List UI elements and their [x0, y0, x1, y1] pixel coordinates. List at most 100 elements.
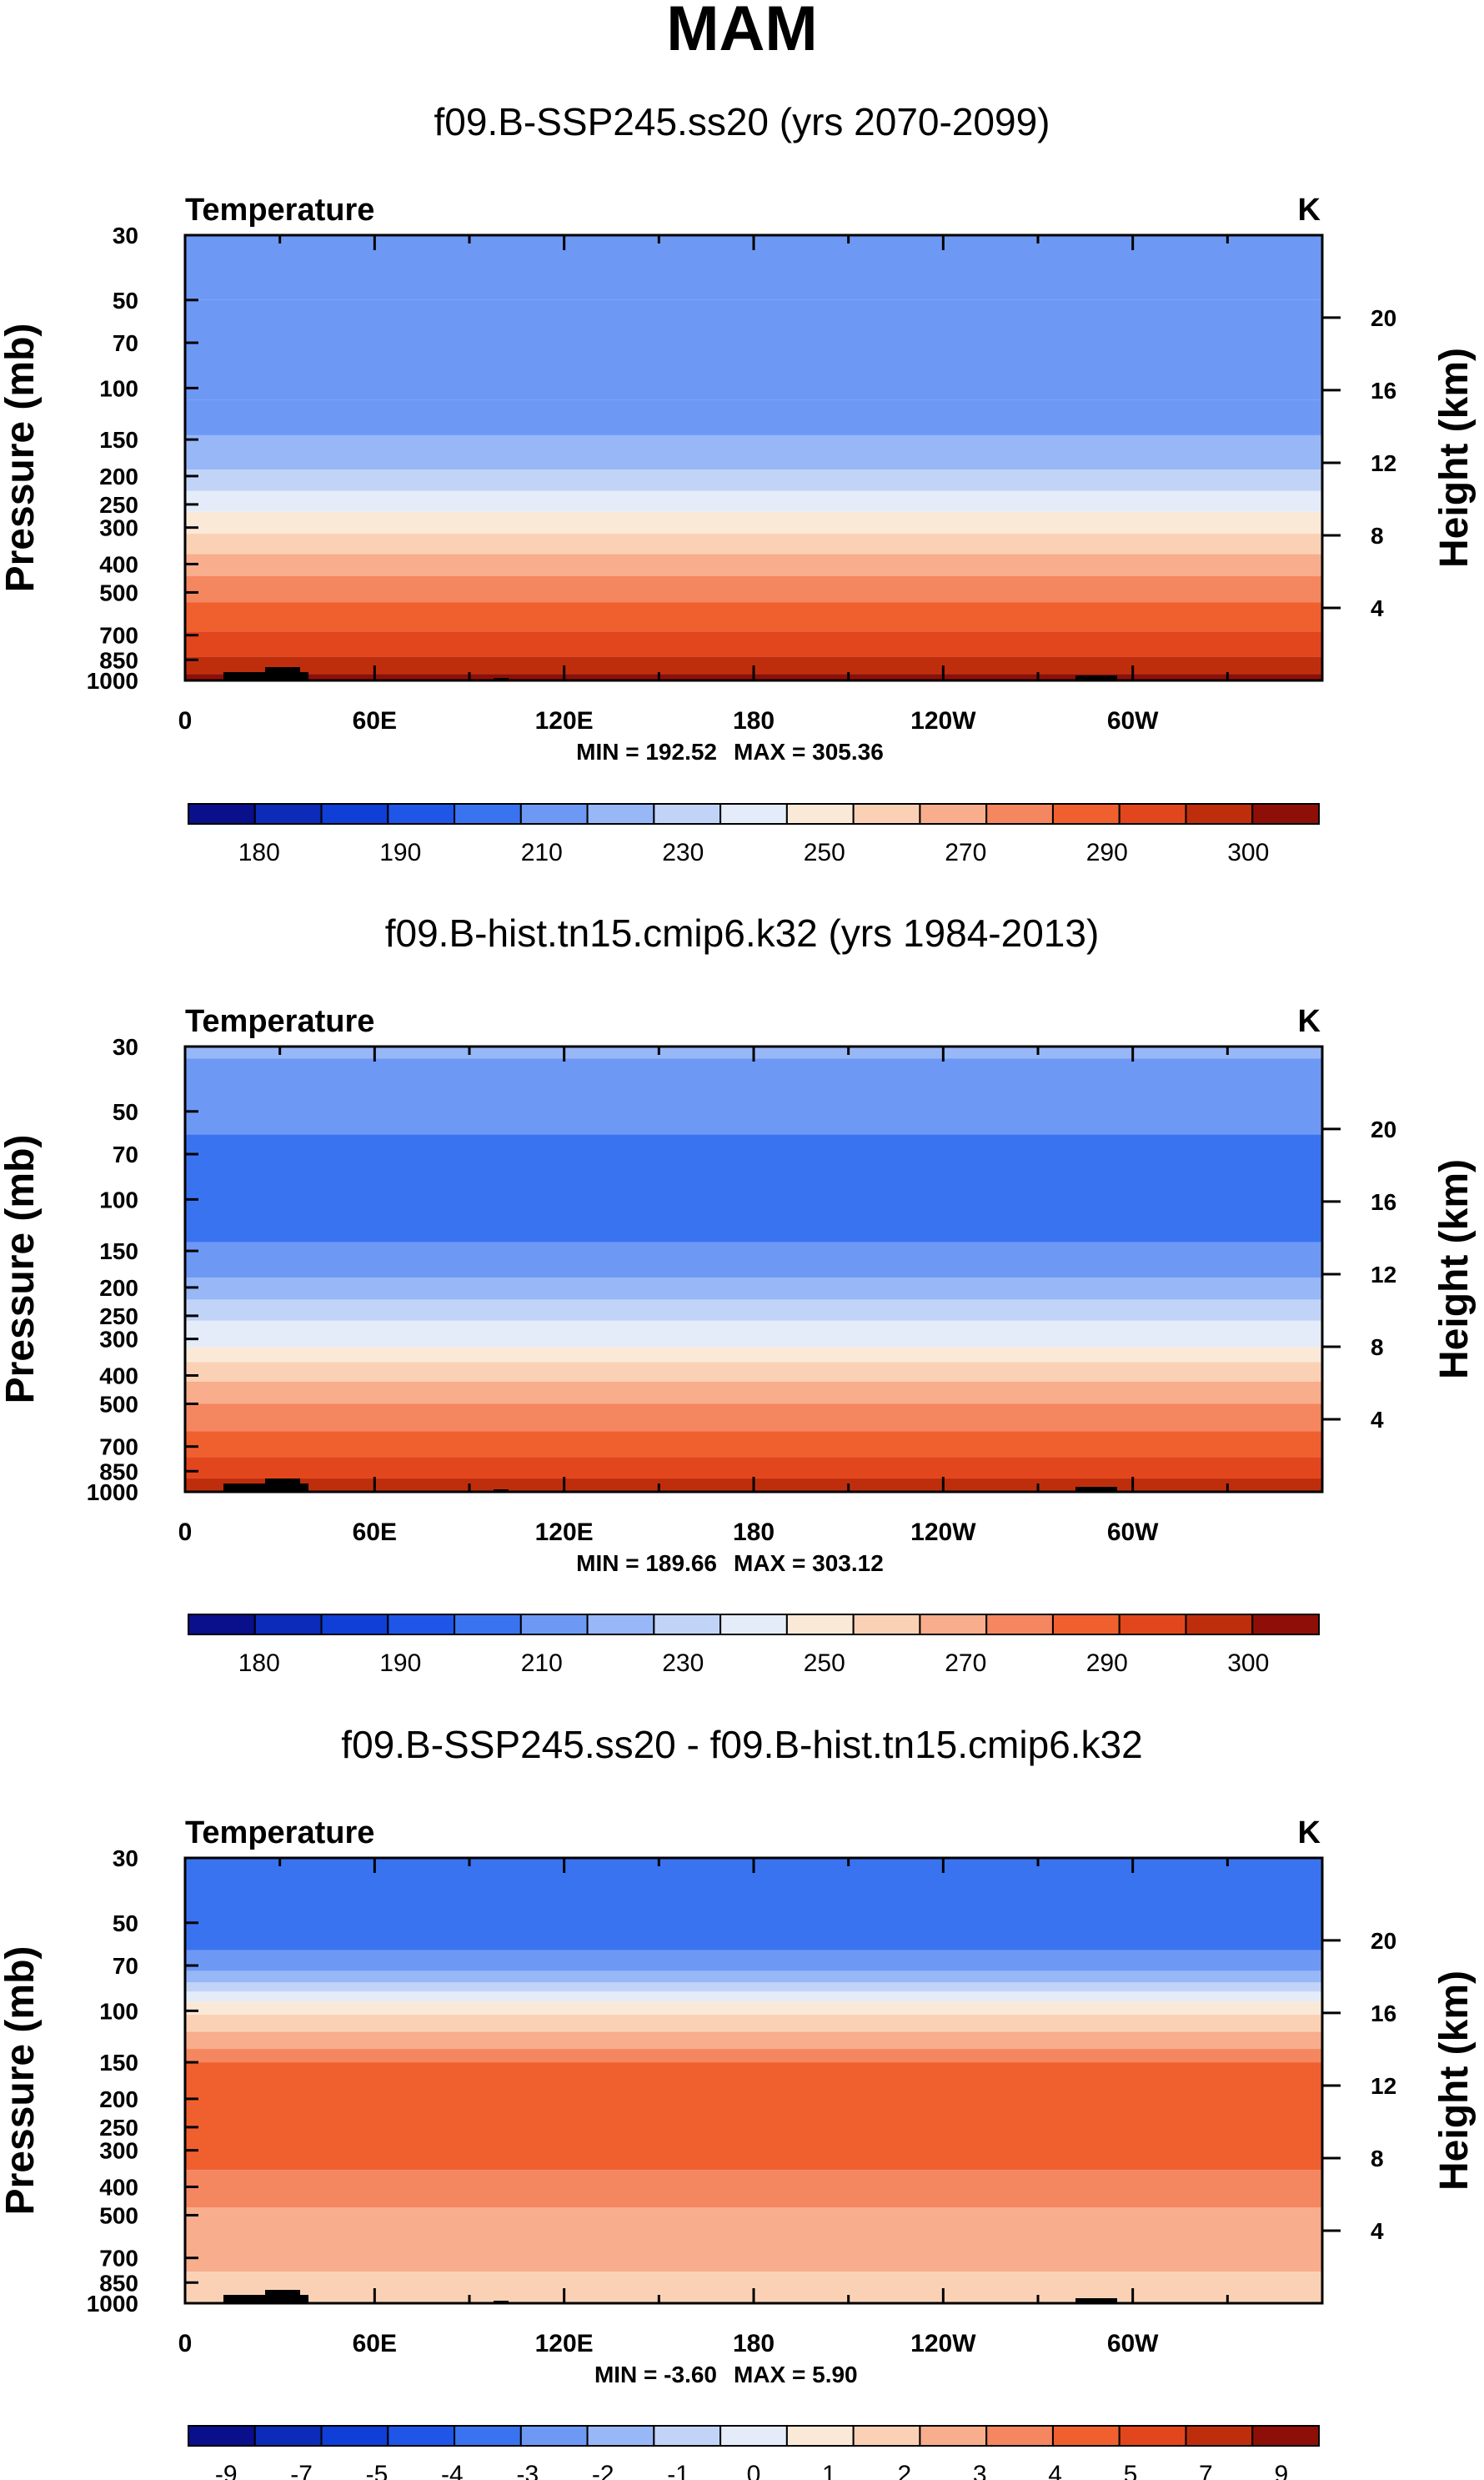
colorbar-box: [1051, 2425, 1121, 2447]
colorbar-box: [454, 1614, 522, 1635]
pressure-band: [185, 1403, 1322, 1432]
x-tick-label: 0: [178, 2330, 193, 2357]
colorbar-box: [1118, 2425, 1187, 2447]
x-tick-label: 120E: [535, 1519, 594, 1546]
colorbar-label: 250: [804, 839, 845, 866]
pressure-band: [185, 1858, 1322, 1950]
pressure-band: [185, 575, 1322, 603]
variable-label: Temperature: [185, 193, 374, 228]
pressure-band: [185, 2014, 1322, 2032]
y-tick-label: 850: [99, 2270, 138, 2296]
pressure-band: [185, 1970, 1322, 1983]
units-label: K: [1298, 1004, 1321, 1039]
colorbar-box: [852, 803, 921, 825]
colorbar-box: [985, 803, 1054, 825]
pressure-band: [185, 1431, 1322, 1458]
y-tick-label: 250: [99, 1303, 138, 1329]
colorbar-label: 2: [897, 2461, 911, 2480]
x-tick-label: 120W: [910, 707, 976, 735]
height-tick-label: 4: [1371, 595, 1384, 621]
colorbar-box: [1051, 1614, 1121, 1635]
y-tick-label: 400: [99, 551, 138, 577]
colorbar-label: 210: [521, 839, 563, 866]
colorbar-box: [1118, 1614, 1187, 1635]
colorbar-box: [519, 1614, 589, 1635]
colorbar-label: -3: [516, 2461, 539, 2480]
pressure-band: [185, 534, 1322, 555]
pressure-band: [185, 1991, 1322, 2002]
y-tick-label: 150: [99, 1238, 138, 1264]
colorbar-label: 210: [521, 1649, 563, 1677]
x-tick-label: 60E: [353, 707, 397, 735]
panel-2: f09.B-hist.tn15.cmip6.k32 (yrs 1984-2013…: [0, 911, 1476, 1677]
colorbar-box: [320, 1614, 389, 1635]
pressure-band: [185, 399, 1322, 435]
colorbar-box: [653, 803, 722, 825]
pressure-band: [185, 602, 1322, 632]
figure-title: MAM: [666, 0, 818, 64]
colorbar-box: [188, 2425, 256, 2447]
height-tick-label: 16: [1371, 378, 1396, 404]
y-tick-label: 500: [99, 2202, 138, 2228]
y-axis-title: Pressure (mb): [0, 1135, 43, 1404]
pressure-band: [185, 2001, 1322, 2015]
colorbar-label: 190: [379, 1649, 421, 1677]
colorbar-box: [188, 1614, 256, 1635]
height-tick-label: 8: [1371, 523, 1384, 549]
x-tick-label: 180: [733, 1519, 775, 1546]
y-tick-label: 300: [99, 2138, 138, 2164]
terrain-mask: [1075, 2298, 1117, 2303]
y-axis-title: Pressure (mb): [0, 1946, 43, 2216]
pressure-band: [185, 1299, 1322, 1321]
y-axis-title: Pressure (mb): [0, 324, 43, 593]
y-tick-label: 250: [99, 492, 138, 518]
colorbar-box: [785, 2425, 855, 2447]
colorbar-box: [1185, 2425, 1254, 2447]
terrain-mask: [1075, 1487, 1117, 1492]
colorbar-box: [919, 803, 988, 825]
panel-title: f09.B-SSP245.ss20 - f09.B-hist.tn15.cmip…: [341, 1723, 1142, 1766]
max-label: MAX = 5.90: [734, 2362, 858, 2387]
colorbar-label: 270: [945, 839, 986, 866]
colorbar-label: 230: [662, 1649, 704, 1677]
colorbar-box: [1251, 1614, 1321, 1635]
y-tick-label: 50: [113, 1910, 138, 1936]
pressure-band: [185, 2062, 1322, 2171]
colorbar-box: [852, 1614, 921, 1635]
colorbar-label: 180: [238, 839, 280, 866]
panel-title: f09.B-SSP245.ss20 (yrs 2070-2099): [434, 100, 1050, 143]
colorbar-box: [719, 803, 788, 825]
y-tick-label: 700: [99, 1434, 138, 1460]
y-tick-label: 100: [99, 1998, 138, 2024]
panel-1: f09.B-SSP245.ss20 (yrs 2070-2099) Tempera…: [0, 100, 1476, 866]
colorbar-label: 250: [804, 1649, 845, 1677]
colorbar-box: [985, 1614, 1054, 1635]
units-label: K: [1298, 1815, 1321, 1850]
colorbar-box: [519, 2425, 589, 2447]
variable-label: Temperature: [185, 1004, 374, 1039]
colorbar-box: [454, 803, 522, 825]
height-tick-label: 16: [1371, 1189, 1396, 1215]
height-tick-label: 20: [1371, 1117, 1396, 1142]
min-label: MIN = 192.52: [576, 739, 717, 765]
pressure-band: [185, 1134, 1322, 1243]
units-label: K: [1298, 193, 1321, 228]
pressure-band: [185, 299, 1322, 400]
colorbar-label: 180: [238, 1649, 280, 1677]
pressure-band: [185, 490, 1322, 512]
y-tick-label: 30: [113, 1034, 138, 1060]
terrain-mask: [265, 1478, 300, 1492]
height-tick-label: 4: [1371, 2218, 1384, 2244]
y-tick-label: 200: [99, 464, 138, 489]
x-tick-label: 60W: [1107, 707, 1159, 735]
y-tick-label: 150: [99, 2050, 138, 2076]
colorbar-box: [719, 1614, 788, 1635]
colorbar-box: [785, 803, 855, 825]
colorbar-label: 190: [379, 839, 421, 866]
x-tick-label: 0: [178, 707, 193, 735]
height-tick-label: 20: [1371, 1928, 1396, 1954]
pressure-band: [185, 1362, 1322, 1382]
y-tick-label: 150: [99, 427, 138, 453]
colorbar-box: [1251, 803, 1321, 825]
